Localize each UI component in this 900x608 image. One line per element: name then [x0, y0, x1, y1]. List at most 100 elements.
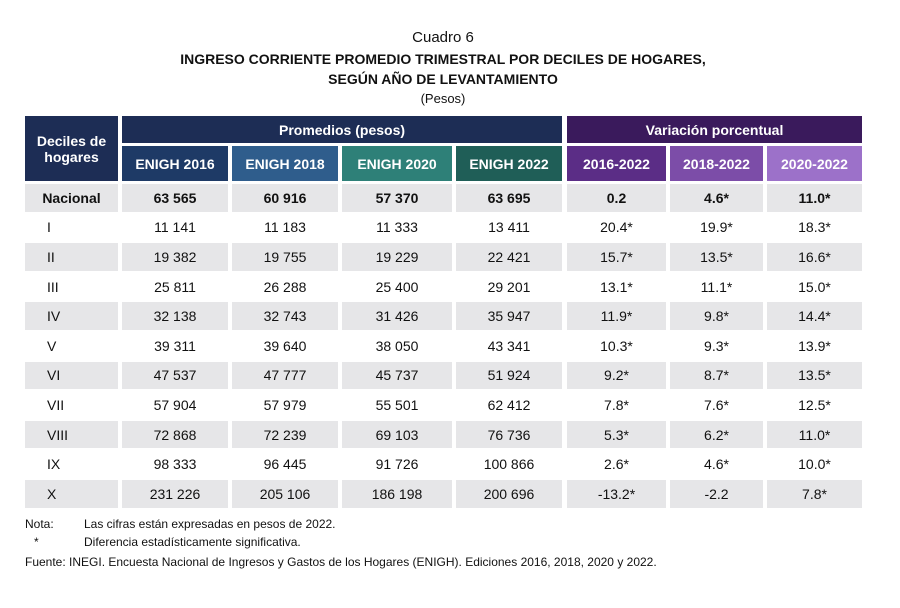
note-text: Diferencia estadísticamente significativ…	[84, 535, 301, 549]
table-cell: 13.1*	[567, 272, 666, 301]
column-header: ENIGH 2020	[342, 146, 452, 181]
table-cell: 22 421	[456, 243, 562, 271]
table-cell: 29 201	[456, 272, 562, 301]
table-cell: 8.7*	[670, 361, 763, 390]
table-cell: 96 445	[232, 450, 338, 478]
row-label: VIII	[25, 420, 118, 449]
table-cell: 43 341	[456, 332, 562, 360]
note-mark: *	[34, 535, 39, 549]
table-cell: 15.7*	[567, 243, 666, 271]
table-cell: 60 916	[232, 184, 338, 212]
row-label: VII	[25, 391, 118, 419]
row-label: II	[25, 243, 118, 271]
table-cell: 7.6*	[670, 391, 763, 419]
column-header: 2020-2022	[767, 146, 862, 181]
column-header: ENIGH 2018	[232, 146, 338, 181]
group-header: Variación porcentual	[567, 116, 862, 143]
table-cell: -13.2*	[567, 480, 666, 508]
table-cell: 13.5*	[767, 361, 862, 390]
table-cell: 13.5*	[670, 243, 763, 271]
column-header: 2018-2022	[670, 146, 763, 181]
table-cell: 31 426	[342, 302, 452, 330]
table-cell: 13.9*	[767, 332, 862, 360]
row-label: III	[25, 272, 118, 301]
row-label: IX	[25, 450, 118, 478]
table-cell: 11 183	[232, 213, 338, 242]
column-header: ENIGH 2016	[122, 146, 228, 181]
row-label: VI	[25, 361, 118, 390]
column-header: 2016-2022	[567, 146, 666, 181]
table-cell: 25 811	[122, 272, 228, 301]
table-cell: 9.8*	[670, 302, 763, 330]
title: INGRESO CORRIENTE PROMEDIO TRIMESTRAL PO…	[180, 51, 706, 67]
table-cell: 47 537	[122, 361, 228, 390]
table-cell: 13 411	[456, 213, 562, 242]
table-cell: 9.3*	[670, 332, 763, 360]
table-cell: 11.1*	[670, 272, 763, 301]
table-cell: 5.3*	[567, 420, 666, 449]
table-cell: 205 106	[232, 480, 338, 508]
table-cell: 51 924	[456, 361, 562, 390]
table-cell: 11 141	[122, 213, 228, 242]
group-header: Promedios (pesos)	[122, 116, 562, 143]
table-cell: 39 311	[122, 332, 228, 360]
table-cell: 7.8*	[767, 480, 862, 508]
title: SEGÚN AÑO DE LEVANTAMIENTO	[328, 71, 558, 87]
table-cell: 19.9*	[670, 213, 763, 242]
table-cell: 0.2	[567, 184, 666, 212]
source: Fuente: INEGI. Encuesta Nacional de Ingr…	[25, 555, 657, 569]
table-cell: 76 736	[456, 420, 562, 449]
table-cell: 35 947	[456, 302, 562, 330]
table-cell: 19 755	[232, 243, 338, 271]
table-cell: 186 198	[342, 480, 452, 508]
table-cell: 14.4*	[767, 302, 862, 330]
table-cell: 57 904	[122, 391, 228, 419]
table-cell: 39 640	[232, 332, 338, 360]
table-cell: 91 726	[342, 450, 452, 478]
table-cell: 18.3*	[767, 213, 862, 242]
table-cell: 11.0*	[767, 420, 862, 449]
row-header: Deciles de hogares	[25, 116, 118, 181]
table-cell: 45 737	[342, 361, 452, 390]
row-label: Nacional	[25, 184, 118, 212]
note-text: Las cifras están expresadas en pesos de …	[84, 517, 336, 531]
table-label: Cuadro 6	[412, 29, 474, 46]
table-cell: 231 226	[122, 480, 228, 508]
row-label: X	[25, 480, 118, 508]
table-cell: 6.2*	[670, 420, 763, 449]
table-cell: 63 565	[122, 184, 228, 212]
table-cell: 26 288	[232, 272, 338, 301]
row-label: V	[25, 332, 118, 360]
table-cell: 57 979	[232, 391, 338, 419]
table-cell: -2.2	[670, 480, 763, 508]
table-cell: 16.6*	[767, 243, 862, 271]
table-cell: 11 333	[342, 213, 452, 242]
table-cell: 10.0*	[767, 450, 862, 478]
table-cell: 10.3*	[567, 332, 666, 360]
table-cell: 15.0*	[767, 272, 862, 301]
row-label: IV	[25, 302, 118, 330]
table-cell: 200 696	[456, 480, 562, 508]
table-cell: 20.4*	[567, 213, 666, 242]
table-cell: 63 695	[456, 184, 562, 212]
table-cell: 47 777	[232, 361, 338, 390]
table-cell: 9.2*	[567, 361, 666, 390]
table-cell: 11.0*	[767, 184, 862, 212]
table-cell: 38 050	[342, 332, 452, 360]
table-cell: 25 400	[342, 272, 452, 301]
note-mark: Nota:	[25, 517, 54, 531]
table-cell: 4.6*	[670, 184, 763, 212]
table-cell: 72 868	[122, 420, 228, 449]
table-cell: 19 229	[342, 243, 452, 271]
table-cell: 98 333	[122, 450, 228, 478]
table-cell: 11.9*	[567, 302, 666, 330]
table-cell: 4.6*	[670, 450, 763, 478]
table-cell: 32 743	[232, 302, 338, 330]
table-cell: 100 866	[456, 450, 562, 478]
table-cell: 19 382	[122, 243, 228, 271]
table-cell: 57 370	[342, 184, 452, 212]
table-cell: 72 239	[232, 420, 338, 449]
table-cell: 2.6*	[567, 450, 666, 478]
table-cell: 69 103	[342, 420, 452, 449]
